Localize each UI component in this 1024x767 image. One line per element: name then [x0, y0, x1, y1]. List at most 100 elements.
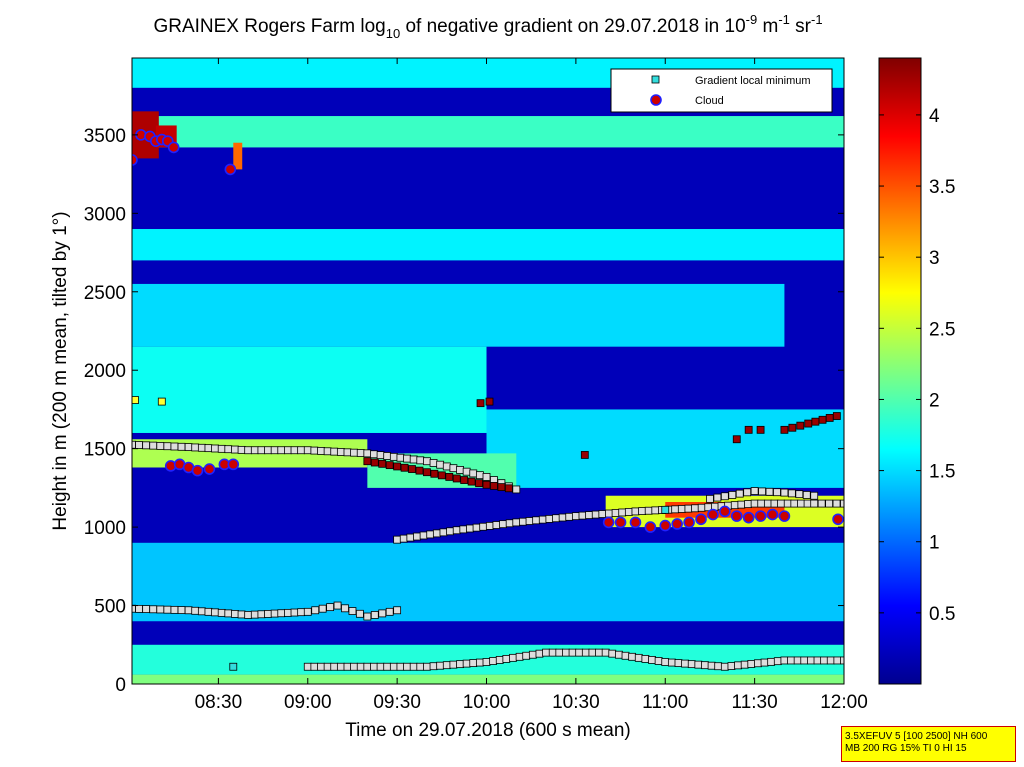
- gradient-min-marker: [363, 449, 372, 458]
- gradient-min-marker: [191, 606, 200, 615]
- gradient-min-marker: [437, 471, 446, 480]
- gradient-min-marker: [701, 661, 709, 670]
- gradient-min-marker: [217, 444, 226, 453]
- gradient-min-marker: [832, 499, 841, 508]
- gradient-min-marker: [750, 487, 759, 495]
- gradient-min-marker: [654, 657, 663, 665]
- cloud-marker: [659, 519, 672, 532]
- gradient-min-marker: [515, 652, 524, 661]
- gradient-min-marker: [624, 508, 633, 516]
- cloud-marker: [778, 510, 791, 522]
- gradient-min-marker: [389, 662, 398, 671]
- gradient-min-marker: [743, 488, 752, 497]
- gradient-min-marker: [728, 491, 737, 499]
- gradient-min-marker: [250, 610, 259, 619]
- gradient-min-marker: [714, 662, 723, 671]
- gradient-min-marker: [409, 455, 418, 464]
- info-line-2: MB 200 RG 15% TI 0 HI 15: [845, 743, 967, 754]
- gradient-min-marker: [713, 493, 722, 502]
- gradient-min-marker: [370, 662, 378, 671]
- y-tick-label: 500: [94, 597, 126, 618]
- gradient-min-marker: [303, 662, 312, 671]
- gradient-min-marker: [403, 662, 411, 671]
- gradient-min-marker: [525, 517, 534, 525]
- gradient-min-marker: [363, 457, 372, 466]
- gradient-min-marker: [634, 653, 643, 662]
- heatmap-band: [132, 542, 844, 622]
- gradient-min-marker: [697, 503, 706, 512]
- gradient-min-marker: [416, 662, 425, 671]
- gradient-min-marker: [403, 454, 411, 463]
- gradient-min-marker: [497, 483, 506, 492]
- gradient-min-marker: [343, 662, 352, 671]
- gradient-min-marker: [502, 654, 511, 663]
- gradient-min-marker: [532, 516, 541, 525]
- gradient-min-marker: [825, 414, 834, 422]
- gradient-min-marker: [257, 610, 266, 619]
- gradient-min-marker: [499, 520, 507, 529]
- heatmap-band: [233, 142, 243, 170]
- plot-area: 08:30 09:00 09:30 10:00 10:30 11:00 11:30 12:00…: [84, 57, 868, 713]
- gradient-min-marker: [376, 451, 385, 460]
- gradient-min-marker: [512, 518, 521, 527]
- gradient-min-marker: [732, 435, 741, 444]
- heatmap-band: [486, 409, 844, 488]
- gradient-min-marker: [476, 399, 485, 408]
- gradient-min-marker: [270, 609, 279, 618]
- gradient-min-marker: [442, 661, 451, 670]
- gradient-min-marker: [415, 466, 424, 475]
- gradient-min-marker: [244, 446, 253, 455]
- gradient-min-marker: [184, 443, 193, 451]
- colorbar-tick-label: 2: [929, 390, 940, 411]
- gradient-min-marker: [489, 657, 498, 665]
- gradient-min-marker: [114, 398, 121, 405]
- gradient-min-marker: [432, 529, 441, 538]
- gradient-min-marker: [318, 604, 327, 613]
- gradient-min-marker: [408, 465, 416, 473]
- gradient-min-marker: [177, 442, 186, 451]
- gradient-min-marker: [756, 425, 765, 434]
- gradient-min-marker: [356, 449, 365, 457]
- gradient-min-marker: [691, 504, 699, 513]
- gradient-min-marker: [490, 482, 498, 490]
- gradient-min-marker: [750, 499, 759, 508]
- gradient-min-marker: [416, 456, 425, 465]
- colorbar-gradient: [878, 57, 922, 685]
- gradient-min-marker: [730, 501, 739, 510]
- heatmap-field: [132, 58, 844, 684]
- gradient-min-marker: [667, 658, 676, 667]
- info-line-1: 3.5XEFUV 5 [100 2500] NH 600: [845, 731, 988, 742]
- gradient-min-marker: [184, 606, 193, 615]
- gradient-min-marker: [820, 656, 829, 665]
- x-tick-label: 12:00: [820, 692, 868, 713]
- gradient-min-marker: [611, 509, 620, 517]
- gradient-min-marker: [290, 446, 299, 455]
- gradient-min-marker: [605, 509, 613, 518]
- gradient-min-marker: [485, 397, 494, 406]
- gradient-min-marker: [720, 662, 729, 671]
- legend-marker-gradient-min: [651, 75, 660, 84]
- y-tick-label: 1500: [84, 440, 126, 461]
- gradient-min-marker: [737, 500, 746, 509]
- gradient-min-marker: [469, 469, 478, 478]
- gradient-min-marker: [157, 397, 166, 406]
- gradient-min-marker: [170, 605, 179, 614]
- heatmap-band: [132, 229, 844, 261]
- gradient-min-marker: [399, 534, 408, 543]
- gradient-min-marker: [163, 442, 172, 451]
- gradient-min-marker: [211, 444, 219, 453]
- gradient-min-marker: [466, 524, 474, 533]
- gradient-min-marker: [378, 609, 387, 618]
- gradient-min-marker: [297, 446, 306, 455]
- gradient-min-marker: [336, 662, 345, 671]
- gradient-min-marker: [684, 504, 693, 513]
- gradient-min-marker: [796, 421, 805, 430]
- gradient-min-marker: [555, 648, 564, 657]
- gradient-min-marker: [393, 535, 402, 544]
- legend-label-cloud: Cloud: [695, 95, 724, 107]
- gradient-min-marker: [505, 519, 514, 528]
- colorbar-ticks: 0.5 1 1.5 2 2.5 3 3.5 4: [879, 106, 955, 625]
- cloud-marker: [707, 508, 719, 521]
- gradient-min-marker: [336, 448, 345, 456]
